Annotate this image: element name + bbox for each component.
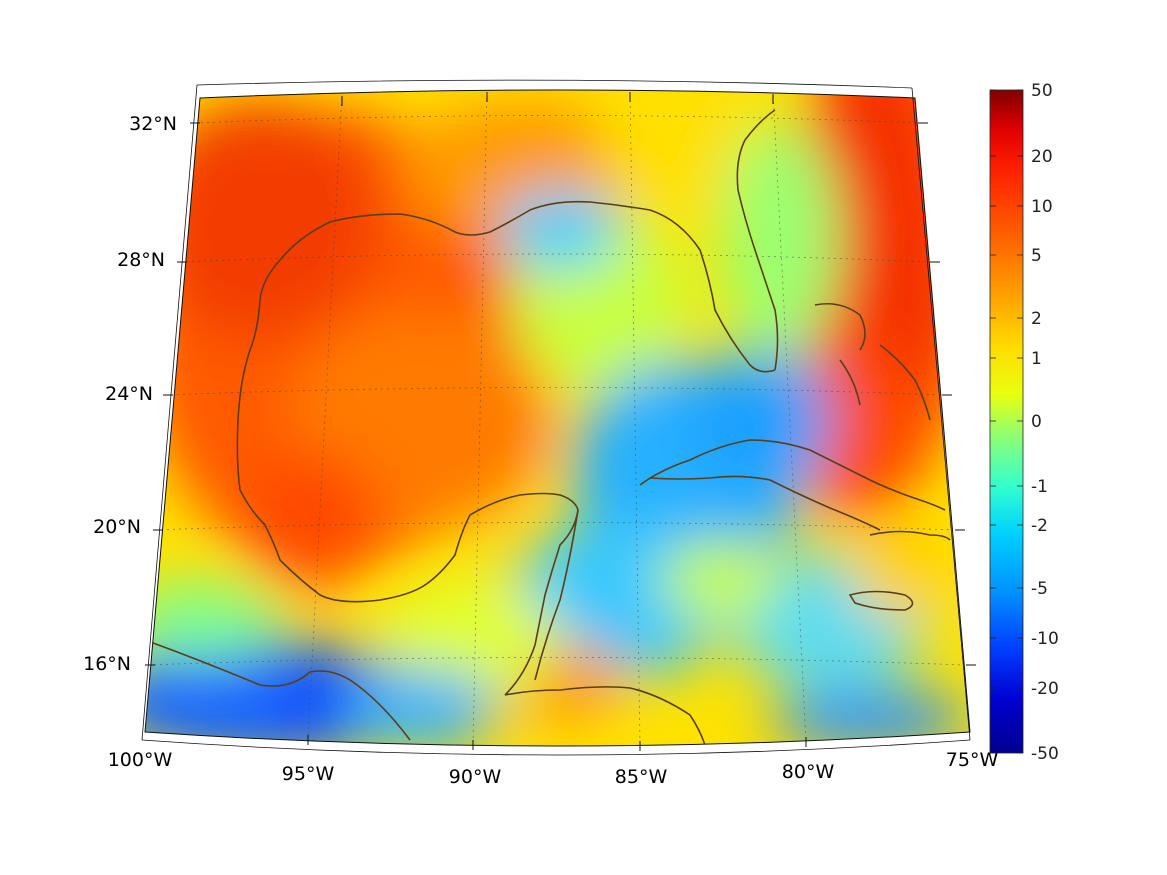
lon-label-90w: 90°W	[449, 766, 502, 788]
coastline-cuba-south	[649, 475, 881, 531]
colorbar-tick-label: 10	[1031, 197, 1053, 217]
lon-label-95w: 95°W	[282, 763, 335, 785]
coastline-gulf-north	[454, 200, 776, 373]
colorbar-tick-label: -10	[1031, 629, 1059, 649]
colorbar-tick-label: -50	[1031, 744, 1059, 764]
colorbar-tick-label: 0	[1031, 412, 1042, 432]
colorbar-tick-label: -5	[1031, 579, 1048, 599]
coastline-hispaniola	[869, 530, 951, 541]
data-field	[145, 90, 970, 746]
lat-label-28n: 28°N	[117, 249, 165, 271]
colorbar-gradient	[989, 89, 1024, 754]
coastline-jamaica	[848, 590, 914, 611]
lat-label-32n: 32°N	[129, 113, 177, 135]
coastline-gulf	[236, 213, 579, 696]
colorbar-tick-label: -2	[1031, 516, 1048, 536]
lat-labels: 32°N 28°N 24°N 20°N 16°N	[83, 113, 177, 675]
colorbar-tick-label: -1	[1031, 477, 1048, 497]
coastlines	[145, 109, 951, 746]
lon-label-100w: 100°W	[108, 749, 173, 771]
colorbar-tick-label: 2	[1031, 309, 1042, 329]
coastline-central-america	[145, 639, 411, 741]
lat-label-16n: 16°N	[83, 653, 131, 675]
colorbar-tick-label: -20	[1031, 679, 1059, 699]
map-frame	[141, 79, 976, 756]
lon-label-80w: 80°W	[782, 761, 835, 783]
colorbar-tick-label: 1	[1031, 349, 1042, 369]
colorbar-tick-label: 50	[1031, 81, 1053, 101]
lon-label-85w: 85°W	[615, 766, 668, 788]
coastline-honduras	[504, 686, 706, 746]
lat-label-24n: 24°N	[105, 383, 153, 405]
coastline-yucatan-east	[534, 509, 579, 681]
coastline-florida-east	[736, 109, 779, 371]
lat-label-20n: 20°N	[93, 516, 141, 538]
coastline-cuba	[639, 439, 946, 511]
colorbar-tick-label: 20	[1031, 147, 1053, 167]
lon-labels: 100°W 95°W 90°W 85°W 80°W 75°W	[108, 749, 999, 788]
coastline-bahamas	[814, 302, 931, 421]
colorbar-tick-label: 5	[1031, 246, 1042, 266]
lon-label-75w: 75°W	[946, 749, 999, 771]
